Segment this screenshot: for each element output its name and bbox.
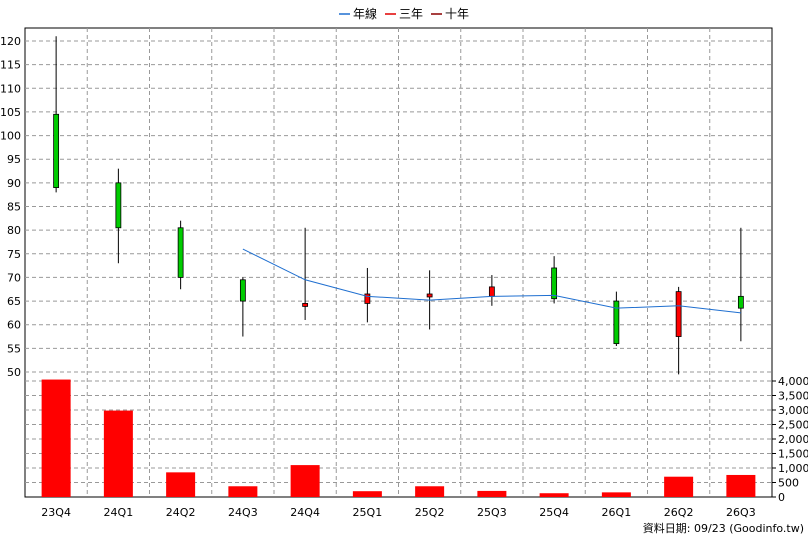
candle-body [177,227,184,278]
volume-tick-label: 1,500 [778,448,808,461]
volume-bar [228,486,258,497]
x-tick-label: 24Q3 [228,506,258,519]
x-tick-label: 25Q3 [477,506,507,519]
price-tick-label: 120 [0,35,21,48]
candle-body [675,291,682,337]
price-tick-label: 90 [7,177,21,190]
legend-label-annual: 年線 [353,6,377,21]
volume-bar [415,486,445,497]
volume-tick-label: 0 [778,491,785,504]
volume-bar [290,465,320,497]
x-tick-label: 23Q4 [41,506,71,519]
volume-bar [41,379,71,497]
candle-body [115,182,122,229]
volume-tick-label: 4,000 [778,375,808,388]
price-tick-label: 110 [0,82,21,95]
source-note: 資料日期: 09/23 (Goodinfo.tw) [643,521,804,535]
price-tick-label: 75 [7,248,21,261]
x-tick-label: 26Q2 [664,506,694,519]
x-tick-label: 25Q4 [539,506,569,519]
candles [53,36,744,375]
candle-body [426,293,433,298]
price-tick-label: 50 [7,366,21,379]
price-tick-label: 115 [0,59,21,72]
price-tick-label: 60 [7,319,21,332]
legend-label-three-year: 三年 [399,7,423,21]
volume-bar [166,472,196,497]
x-tick-label: 25Q2 [415,506,445,519]
candle-body [613,300,620,345]
x-tick-label: 26Q3 [726,506,756,519]
x-tick-label: 24Q1 [104,506,134,519]
price-tick-label: 55 [7,342,21,355]
price-tick-label: 80 [7,224,21,237]
price-tick-label: 70 [7,271,21,284]
candle-body [488,286,495,297]
candle-body [737,295,744,309]
volume-bar [352,491,382,497]
volume-bar [664,476,694,497]
volume-bar [539,493,569,497]
legend: 年線 三年 十年 [339,6,469,21]
candle-body [551,267,558,300]
price-tick-label: 65 [7,295,21,308]
grid [25,28,772,497]
volume-tick-label: 1,000 [778,462,808,475]
ma-line [242,248,741,314]
volume-tick-label: 2,500 [778,419,808,432]
price-tick-label: 85 [7,201,21,214]
price-tick-label: 105 [0,106,21,119]
x-tick-label: 24Q4 [290,506,320,519]
candle-body [364,293,371,304]
volume-tick-label: 3,500 [778,390,808,403]
volume-bar [601,492,631,497]
volume-bar [477,490,507,497]
volume-bar [103,410,133,497]
price-tick-label: 100 [0,130,21,143]
volume-tick-label: 3,000 [778,404,808,417]
volume-tick-label: 2,000 [778,433,808,446]
ma-line-group [242,248,741,314]
candle-body [302,303,309,307]
x-tick-label: 25Q1 [353,506,383,519]
candle-body [239,279,246,302]
x-tick-label: 24Q2 [166,506,196,519]
volume-bar [726,474,756,497]
x-tick-label: 26Q1 [602,506,632,519]
volume-bars [41,379,756,497]
price-tick-label: 95 [7,153,21,166]
candle-body [53,113,60,188]
legend-label-ten-year: 十年 [445,7,469,21]
volume-tick-label: 500 [778,477,799,490]
